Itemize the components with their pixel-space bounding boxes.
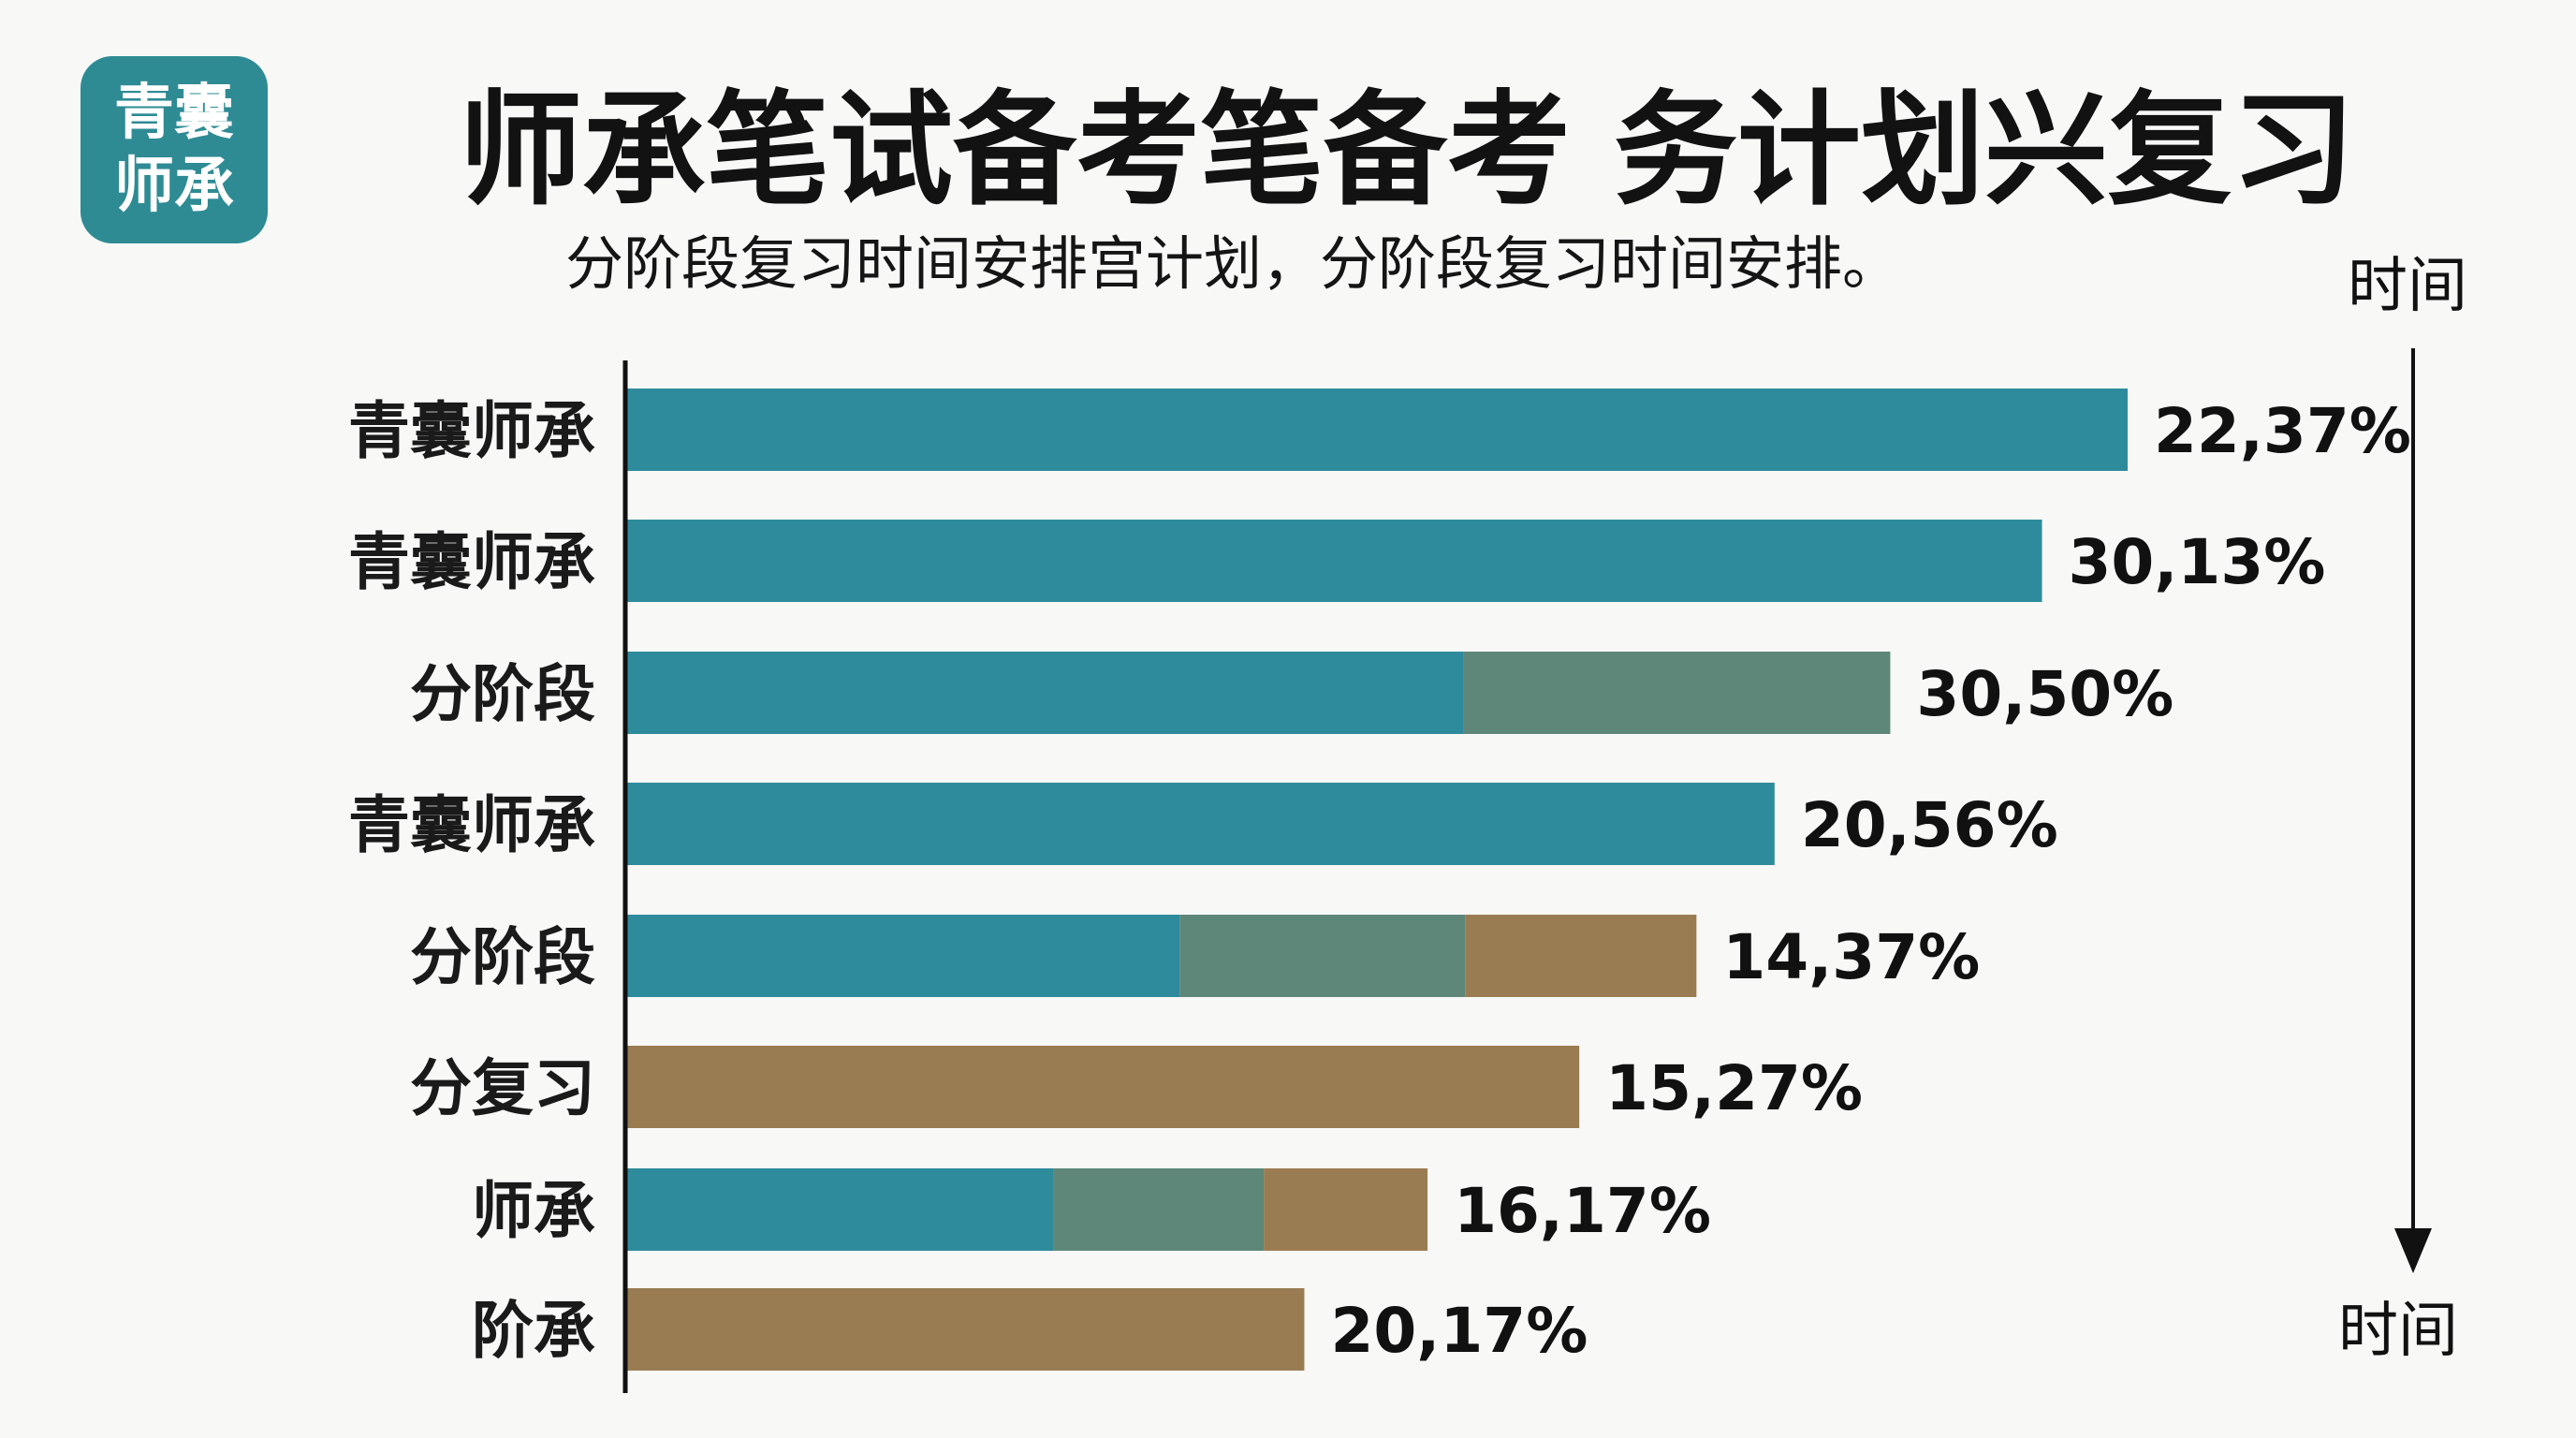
value-label: 20,17% [1330,1295,1588,1367]
bar-segment-7-3 [1264,1168,1428,1251]
category-label: 分复习 [410,1052,595,1124]
value-label: 16,17% [1454,1175,1711,1247]
bar-segment-5-2 [1179,915,1466,997]
bar-segment-1-1 [625,389,2128,471]
bar-segment-7-2 [1053,1168,1265,1251]
logo-line-2: 师承 [114,152,234,221]
category-label: 分阶段 [410,921,595,993]
value-label: 20,56% [1801,789,2058,861]
value-label: 30,50% [1916,658,2174,730]
bar-segment-7-1 [625,1168,1054,1251]
value-label: 14,37% [1722,921,1980,993]
value-label: 15,27% [1605,1052,1863,1124]
category-label: 青囊师承 [348,526,595,598]
brand-logo: 青囊 师承 [80,56,268,243]
bar-segment-3-2 [1463,652,1891,734]
bar-segment-5-1 [625,915,1180,997]
time-axis-top-label: 时间 [2348,252,2467,321]
category-label: 分阶段 [410,658,595,730]
category-label: 青囊师承 [348,789,595,861]
chart-title: 师承笔试备考笔备考 务计划兴复习 [459,79,2355,223]
bar-segment-2-1 [625,520,2042,602]
bar-segment-3-1 [625,652,1464,734]
chart-subtitle: 分阶段复习时间安排宫计划，分阶段复习时间安排。 [565,229,1901,298]
value-label: 30,13% [2069,526,2326,598]
bar-segment-4-1 [625,783,1775,865]
bar-segment-6-3 [625,1046,1580,1128]
category-label: 师承 [472,1175,595,1247]
value-label: 22,37% [2154,395,2411,467]
category-label: 阶承 [472,1295,595,1367]
time-axis-bottom-label: 时间 [2338,1297,2458,1366]
bar-segment-8-3 [625,1288,1305,1371]
bar-segment-5-3 [1465,915,1697,997]
logo-line-1: 青囊 [114,79,234,148]
category-label: 青囊师承 [348,395,595,467]
time-arrow-head [2394,1228,2432,1273]
